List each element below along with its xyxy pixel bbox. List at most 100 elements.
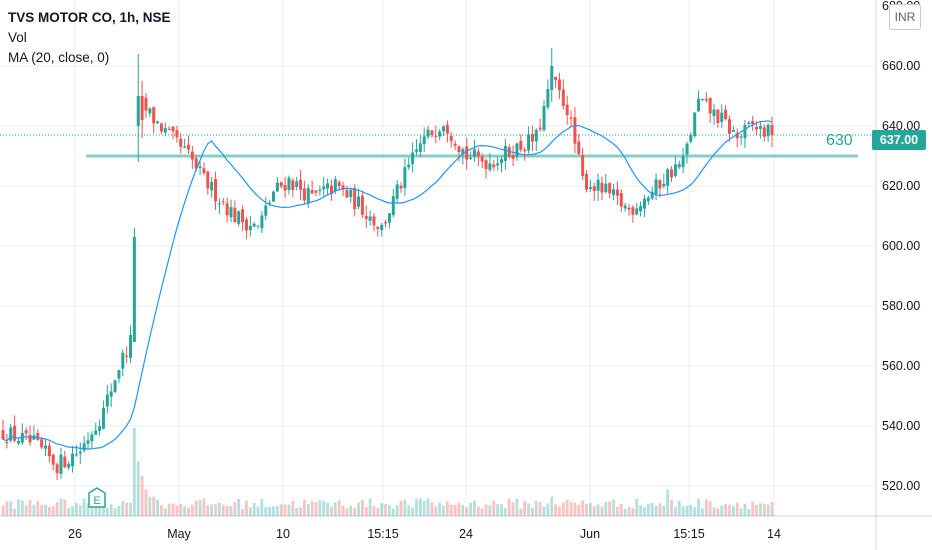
volume-bar bbox=[581, 500, 585, 516]
volume-bar bbox=[492, 500, 496, 516]
volume-bar bbox=[260, 498, 264, 516]
earnings-event-icon[interactable]: E bbox=[87, 487, 107, 509]
volume-bar bbox=[310, 501, 314, 516]
candle-body bbox=[241, 209, 245, 223]
volume-bar bbox=[418, 498, 422, 516]
volume-bar bbox=[341, 505, 345, 516]
x-tick-label: 14 bbox=[767, 527, 781, 541]
volume-bar bbox=[78, 505, 82, 516]
candle-body bbox=[202, 168, 206, 173]
volume-bar bbox=[283, 504, 287, 516]
volume-bar bbox=[445, 501, 449, 516]
volume-bar bbox=[585, 504, 588, 516]
volume-bar bbox=[430, 502, 434, 516]
volume-bar bbox=[194, 500, 198, 516]
volume-bar bbox=[716, 508, 720, 516]
candle-body bbox=[353, 187, 357, 209]
volume-bar bbox=[755, 504, 758, 516]
candle-body bbox=[78, 451, 82, 454]
candle-body bbox=[329, 185, 333, 194]
candle-body bbox=[233, 207, 237, 222]
candle-body bbox=[109, 391, 113, 397]
symbol-title[interactable]: TVS MOTOR CO, 1h, NSE bbox=[8, 10, 171, 25]
volume-bar bbox=[187, 507, 190, 516]
candle-body bbox=[670, 169, 674, 178]
candle-body bbox=[515, 143, 519, 157]
candle-body bbox=[9, 427, 13, 441]
volume-bar bbox=[693, 507, 697, 516]
volume-bar bbox=[685, 505, 689, 516]
volume-bar bbox=[40, 505, 44, 516]
volume-bar bbox=[152, 496, 156, 516]
volume-bar bbox=[453, 504, 457, 516]
candle-body bbox=[422, 136, 426, 145]
volume-bar bbox=[770, 502, 774, 516]
candle-body bbox=[635, 208, 639, 215]
volume-bar bbox=[554, 504, 557, 516]
volume-bar bbox=[90, 506, 94, 516]
candle-body bbox=[403, 167, 407, 188]
volume-bar bbox=[44, 504, 47, 516]
candle-body bbox=[484, 160, 488, 169]
candle-body bbox=[743, 124, 747, 139]
level-630-label: 630 bbox=[826, 132, 853, 149]
volume-bar bbox=[337, 500, 341, 516]
volume-bar bbox=[704, 499, 708, 516]
ma-indicator-label[interactable]: MA (20, close, 0) bbox=[8, 50, 110, 65]
candle-body bbox=[101, 407, 105, 429]
candle-body bbox=[554, 76, 558, 81]
candle-body bbox=[387, 213, 391, 223]
volume-bar bbox=[759, 503, 762, 516]
volume-bar bbox=[82, 498, 86, 516]
volume-bar bbox=[318, 500, 322, 516]
candle-body bbox=[727, 119, 731, 134]
volume-bar bbox=[36, 501, 40, 516]
candle-body bbox=[163, 127, 167, 133]
volume-bar bbox=[422, 500, 426, 516]
volume-bar bbox=[573, 502, 577, 516]
volume-bar bbox=[407, 505, 411, 516]
candle-body bbox=[642, 198, 646, 209]
candle-body bbox=[577, 141, 581, 155]
candle-body bbox=[248, 225, 252, 231]
candle-body bbox=[472, 149, 476, 157]
volume-bar bbox=[608, 501, 612, 516]
volume-bar bbox=[202, 498, 206, 516]
volume-bar bbox=[473, 500, 476, 516]
candle-body bbox=[345, 190, 349, 198]
candle-body bbox=[480, 156, 484, 162]
volume-bar bbox=[136, 461, 140, 516]
candle-body bbox=[550, 66, 554, 90]
volume-bar bbox=[314, 502, 318, 516]
volume-bar bbox=[272, 506, 275, 516]
y-tick-label: 660.00 bbox=[882, 59, 920, 73]
candle-body bbox=[608, 182, 612, 194]
volume-bar bbox=[442, 505, 445, 516]
candle-body bbox=[63, 456, 67, 468]
volume-bar bbox=[214, 503, 217, 516]
candle-body bbox=[770, 124, 774, 135]
candle-body bbox=[546, 89, 550, 108]
volume-bar bbox=[275, 505, 279, 516]
candle-body bbox=[179, 138, 183, 147]
volume-bar bbox=[167, 503, 171, 516]
volume-bar bbox=[63, 499, 67, 516]
volume-bar bbox=[160, 505, 163, 516]
volume-bar bbox=[411, 507, 415, 516]
volume-bar bbox=[697, 499, 700, 516]
candle-body bbox=[445, 124, 449, 134]
currency-badge[interactable]: INR bbox=[889, 4, 921, 30]
volume-bar bbox=[98, 505, 102, 516]
volume-bar bbox=[639, 505, 643, 516]
candle-body bbox=[751, 120, 755, 125]
volume-bar bbox=[20, 500, 24, 516]
volume-indicator-label[interactable]: Vol bbox=[8, 30, 27, 45]
candle-body bbox=[16, 440, 20, 444]
candle-body bbox=[333, 179, 337, 192]
volume-bar bbox=[171, 503, 175, 516]
candle-body bbox=[639, 205, 643, 212]
volume-bar bbox=[333, 502, 337, 516]
volume-bar bbox=[708, 501, 712, 516]
